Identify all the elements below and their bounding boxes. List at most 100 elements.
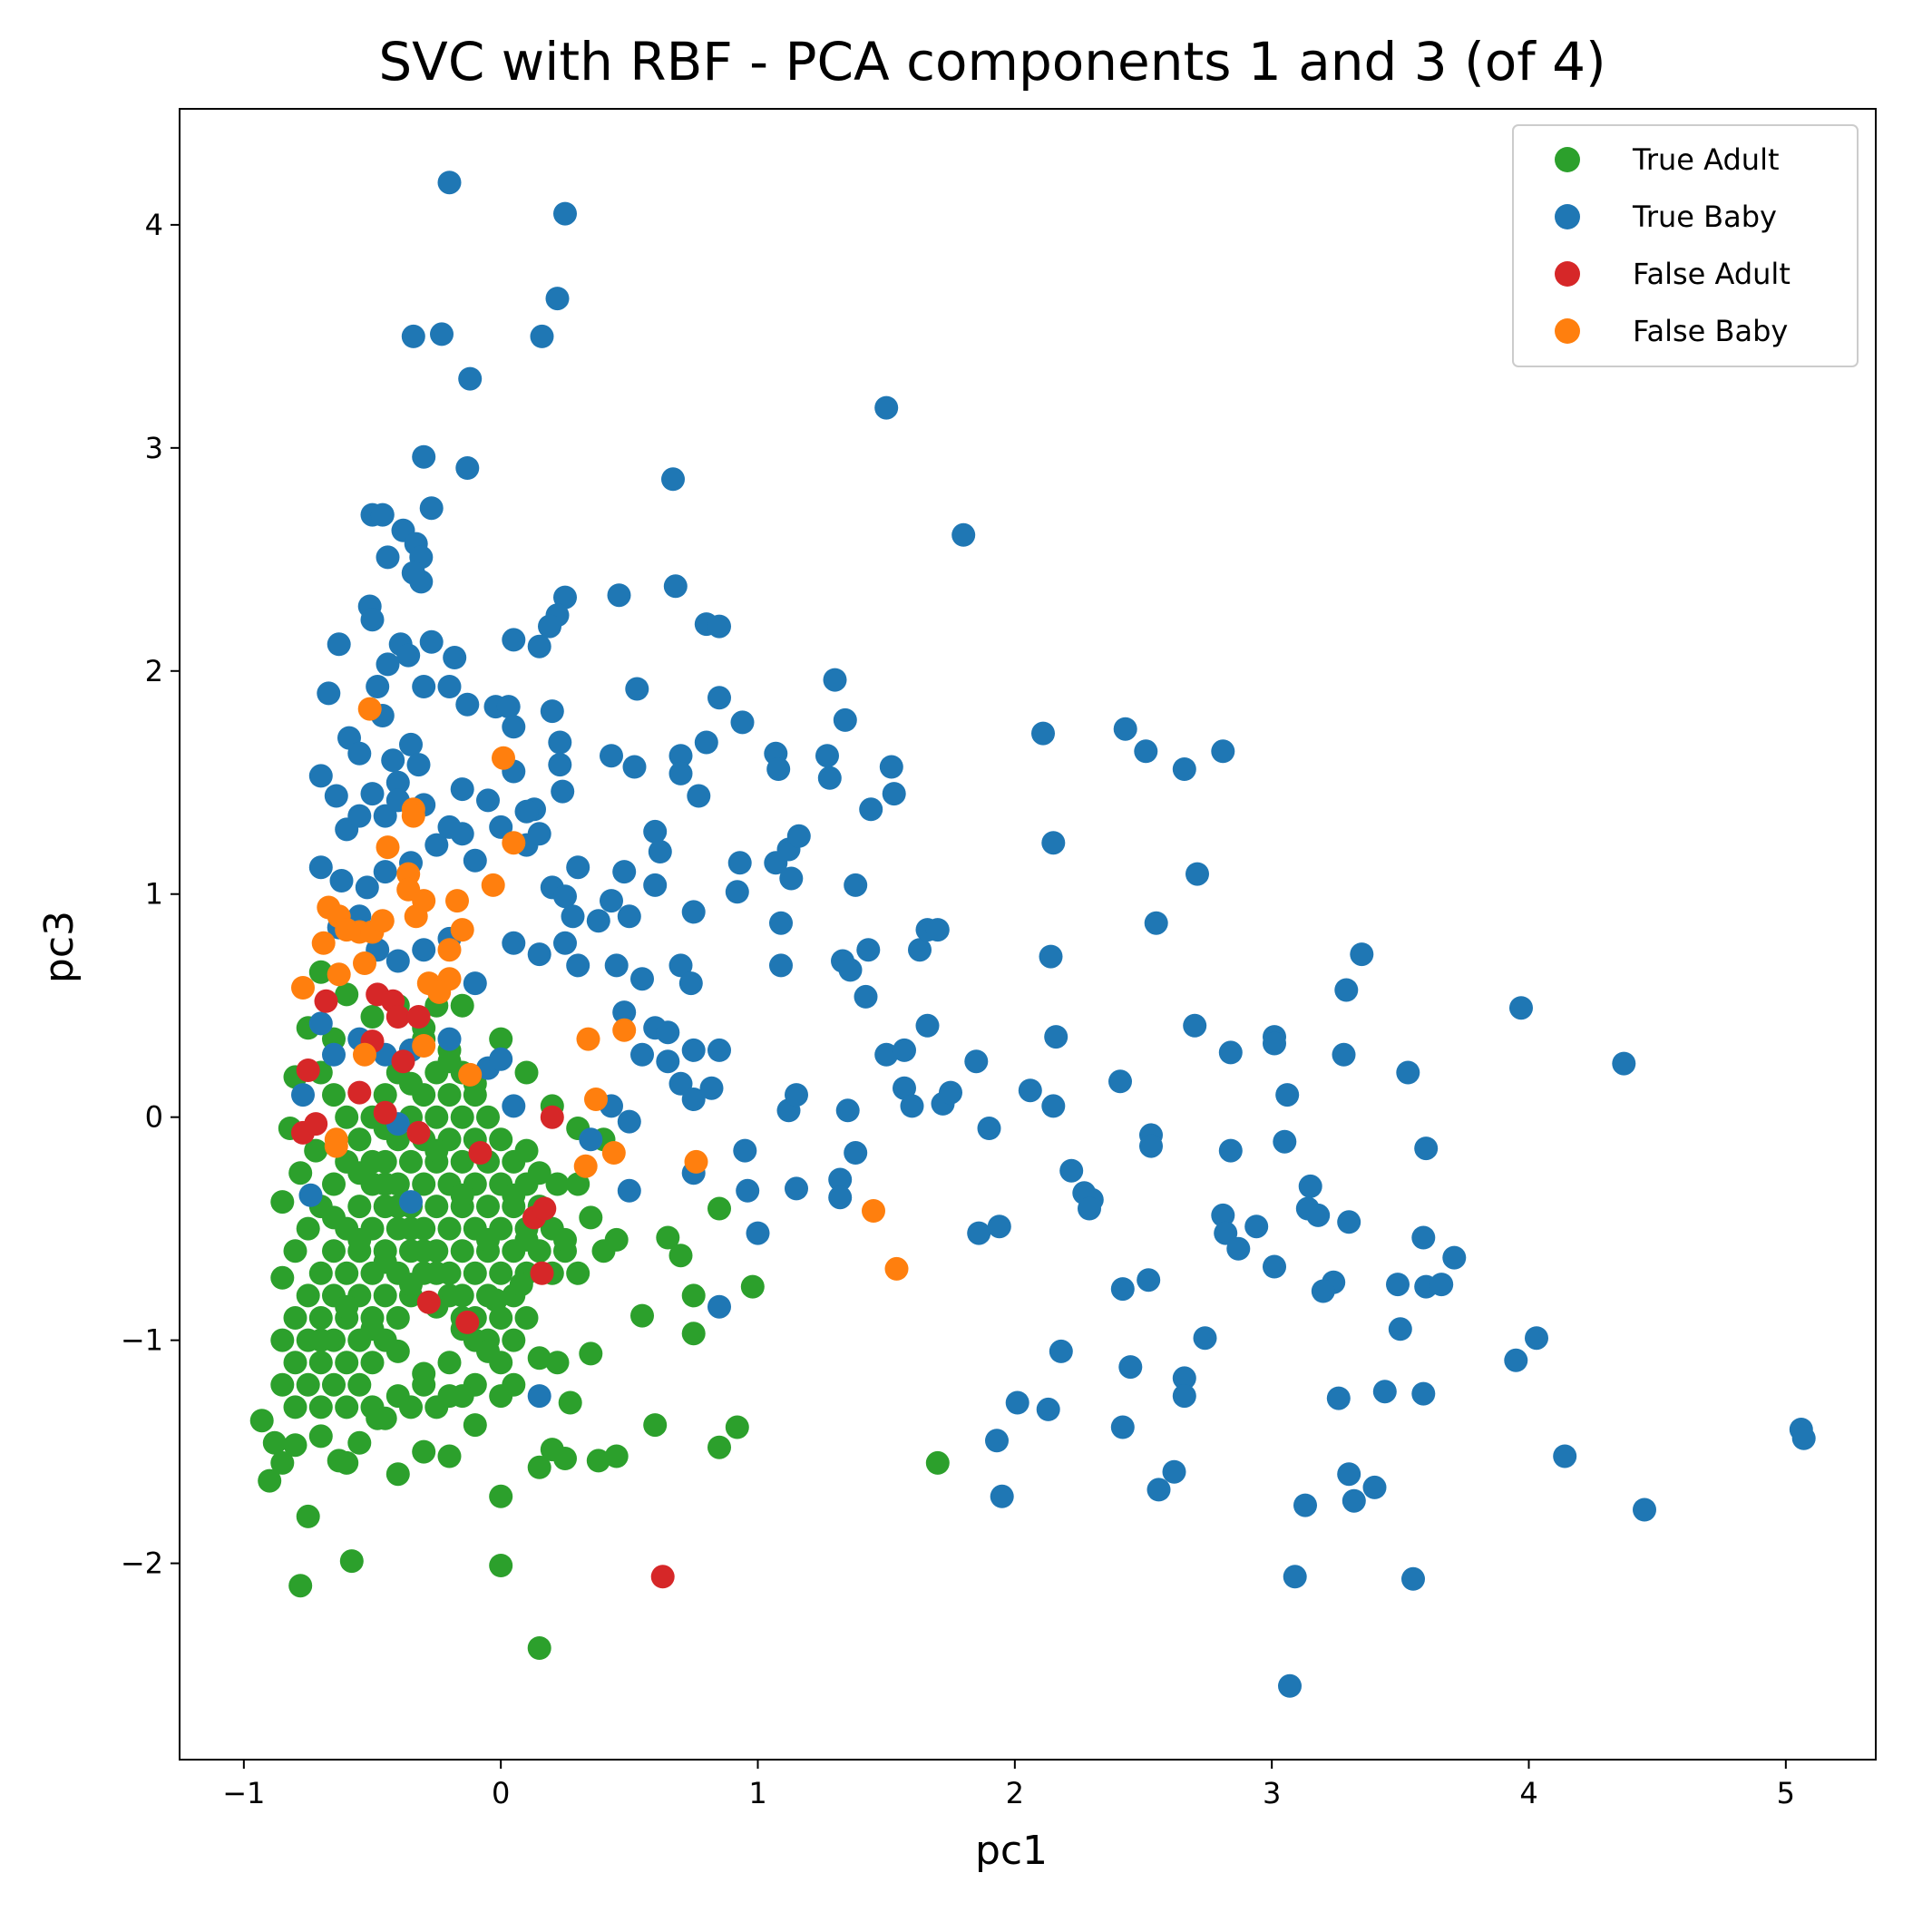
data-point-true-baby (707, 686, 731, 710)
data-point-true-adult (412, 1439, 436, 1464)
data-point-true-baby (1362, 1475, 1387, 1499)
data-point-true-baby (1214, 1221, 1238, 1245)
data-point-true-adult (437, 1384, 462, 1409)
data-point-true-baby (828, 1167, 853, 1192)
data-point-false-baby (481, 873, 505, 897)
data-point-false-adult (347, 1080, 372, 1105)
data-point-true-adult (385, 1339, 410, 1363)
data-point-true-baby (681, 1038, 706, 1062)
data-point-true-baby (838, 958, 863, 982)
data-point-true-adult (262, 1430, 287, 1455)
data-point-true-baby (990, 1484, 1014, 1508)
data-point-true-baby (317, 681, 341, 706)
data-point-true-adult (308, 1351, 333, 1375)
data-point-true-baby (1350, 942, 1374, 967)
data-point-false-baby (327, 962, 351, 987)
data-point-true-baby (661, 467, 685, 492)
data-point-false-adult (296, 1058, 320, 1082)
data-point-true-baby (419, 496, 444, 521)
data-point-true-adult (579, 1341, 603, 1366)
x-tick-label: 1 (748, 1776, 766, 1810)
y-tick-label: 4 (145, 208, 163, 242)
data-point-true-baby (964, 1049, 989, 1074)
data-point-true-baby (450, 777, 474, 802)
data-point-true-baby (1306, 1203, 1331, 1227)
legend-marker (1555, 261, 1580, 287)
data-point-true-adult (373, 1083, 397, 1107)
data-point-true-adult (258, 1468, 282, 1493)
data-point-true-baby (687, 784, 711, 808)
data-point-true-baby (1411, 1225, 1436, 1250)
data-point-true-baby (1059, 1158, 1084, 1183)
data-point-true-adult (502, 1328, 526, 1352)
data-point-true-baby (779, 866, 804, 891)
data-point-true-baby (381, 748, 405, 773)
legend-label: True Adult (1632, 142, 1780, 177)
data-point-true-baby (399, 1190, 423, 1215)
data-point-true-baby (1186, 862, 1209, 886)
data-point-true-baby (412, 938, 436, 962)
data-point-true-baby (399, 732, 423, 756)
data-point-true-baby (502, 715, 526, 739)
data-point-true-adult (489, 1027, 513, 1051)
data-point-true-adult (604, 1444, 629, 1468)
data-point-false-baby (458, 1062, 483, 1087)
data-point-true-baby (668, 1071, 693, 1096)
data-point-false-baby (684, 1149, 708, 1174)
data-point-true-baby (668, 953, 693, 978)
data-point-true-adult (308, 1328, 333, 1352)
data-point-true-baby (385, 770, 410, 795)
data-point-true-baby (1218, 1040, 1243, 1065)
data-point-false-adult (406, 1005, 431, 1029)
data-point-true-baby (1110, 1277, 1135, 1302)
data-point-true-baby (1172, 757, 1196, 781)
plot-frame (179, 108, 1877, 1761)
data-point-true-baby (360, 608, 385, 632)
data-point-true-adult (296, 1504, 320, 1528)
data-point-true-adult (527, 1161, 551, 1185)
data-point-false-adult (391, 1049, 415, 1074)
y-axis: −2 −1 0 1 2 3 4 (121, 208, 180, 1581)
data-point-true-baby (502, 628, 526, 652)
data-point-true-baby (443, 646, 467, 669)
data-point-true-baby (553, 884, 577, 909)
data-point-true-baby (612, 860, 637, 884)
data-point-false-adult (650, 1565, 675, 1589)
y-tick-label: −1 (121, 1323, 163, 1358)
data-point-true-baby (1283, 1565, 1307, 1589)
data-point-true-adult (335, 1261, 359, 1285)
data-point-true-adult (335, 1294, 359, 1319)
data-point-true-baby (985, 1429, 1009, 1453)
data-point-true-baby (553, 585, 577, 610)
data-point-true-adult (283, 1433, 307, 1458)
legend-marker (1555, 318, 1580, 344)
data-point-true-baby (1118, 1355, 1143, 1380)
data-point-true-adult (514, 1306, 539, 1330)
data-point-true-baby (373, 860, 397, 884)
data-point-true-adult (489, 1127, 513, 1152)
data-point-true-baby (419, 629, 444, 654)
data-point-false-baby (401, 804, 425, 828)
data-point-true-adult (437, 1444, 462, 1468)
data-point-true-adult (450, 993, 474, 1018)
x-tick-label: 4 (1519, 1776, 1537, 1810)
data-point-true-baby (967, 1221, 991, 1245)
data-point-true-baby (951, 522, 976, 547)
data-point-true-adult (296, 1372, 320, 1397)
data-point-true-baby (308, 855, 333, 880)
data-point-true-baby (476, 788, 500, 813)
data-point-true-baby (1137, 1268, 1161, 1293)
data-point-true-adult (360, 1317, 385, 1341)
data-point-true-adult (270, 1450, 295, 1475)
data-point-true-baby (844, 873, 868, 897)
data-point-true-baby (1396, 1060, 1420, 1085)
data-point-true-adult (502, 1183, 526, 1207)
data-point-true-baby (815, 744, 839, 768)
data-point-false-adult (530, 1261, 554, 1285)
data-point-true-baby (725, 880, 749, 904)
data-point-false-adult (314, 989, 338, 1013)
data-point-true-adult (450, 1105, 474, 1129)
data-point-true-baby (915, 1013, 940, 1038)
data-point-true-baby (1278, 1673, 1302, 1698)
data-point-true-adult (283, 1351, 307, 1375)
